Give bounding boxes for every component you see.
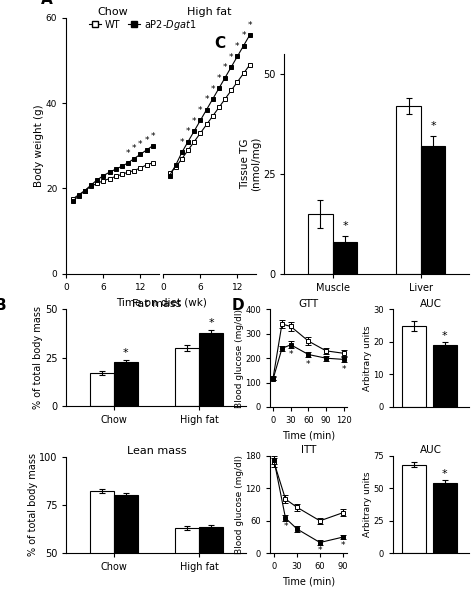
- Bar: [333, 242, 357, 274]
- Y-axis label: Tissue TG
(nmol/mg): Tissue TG (nmol/mg): [240, 136, 262, 191]
- Text: *: *: [229, 53, 234, 62]
- Y-axis label: Arbitrary units: Arbitrary units: [363, 325, 372, 391]
- Text: *: *: [192, 117, 197, 126]
- X-axis label: Time (min): Time (min): [282, 577, 335, 587]
- X-axis label: Time (min): Time (min): [282, 431, 335, 440]
- Text: *: *: [341, 541, 345, 550]
- Text: *: *: [138, 140, 143, 149]
- Text: *: *: [210, 84, 215, 94]
- Bar: [114, 362, 137, 406]
- Text: *: *: [126, 149, 130, 158]
- Text: *: *: [186, 127, 191, 136]
- Y-axis label: Body weight (g): Body weight (g): [35, 105, 45, 187]
- Text: *: *: [180, 138, 184, 147]
- Text: *: *: [342, 365, 346, 374]
- Text: *: *: [241, 32, 246, 40]
- Bar: [432, 483, 457, 553]
- Bar: [396, 105, 421, 274]
- Bar: [175, 348, 199, 406]
- Text: *: *: [247, 21, 252, 30]
- Title: GTT: GTT: [299, 299, 319, 309]
- Text: C: C: [214, 36, 225, 51]
- Bar: [114, 495, 137, 595]
- Text: *: *: [132, 145, 137, 154]
- Text: *: *: [430, 121, 436, 131]
- Y-axis label: % of total body mass: % of total body mass: [27, 453, 37, 556]
- Title: ITT: ITT: [301, 445, 316, 455]
- Text: *: *: [318, 546, 322, 555]
- Bar: [402, 465, 427, 553]
- Legend: WT, aP2-$\it{Dgat1}$: WT, aP2-$\it{Dgat1}$: [85, 14, 200, 36]
- Title: AUC: AUC: [420, 299, 442, 309]
- Text: *: *: [223, 64, 228, 73]
- Text: *: *: [306, 360, 311, 369]
- Bar: [90, 491, 114, 595]
- Text: *: *: [150, 131, 155, 140]
- Y-axis label: Arbitrary units: Arbitrary units: [363, 472, 372, 537]
- Title: AUC: AUC: [420, 445, 442, 455]
- Bar: [199, 527, 223, 595]
- Y-axis label: % of total body mass: % of total body mass: [34, 306, 44, 409]
- Text: *: *: [198, 106, 203, 115]
- Y-axis label: Blood glucose (mg/dl): Blood glucose (mg/dl): [235, 455, 244, 554]
- Bar: [432, 345, 457, 407]
- Text: A: A: [40, 0, 52, 7]
- Text: *: *: [283, 522, 288, 531]
- Y-axis label: Blood glucose (mg/dl): Blood glucose (mg/dl): [235, 309, 244, 408]
- Text: *: *: [123, 348, 128, 358]
- Text: Time on diet (wk): Time on diet (wk): [116, 298, 207, 308]
- Text: *: *: [204, 95, 209, 104]
- Text: *: *: [342, 221, 348, 231]
- Title: High fat: High fat: [187, 7, 232, 17]
- Bar: [308, 214, 333, 274]
- Title: Lean mass: Lean mass: [127, 446, 186, 456]
- Bar: [175, 528, 199, 595]
- Text: *: *: [209, 318, 214, 328]
- Bar: [421, 146, 446, 274]
- Text: *: *: [289, 350, 293, 359]
- Text: *: *: [144, 136, 149, 145]
- Text: *: *: [442, 469, 447, 479]
- Text: *: *: [217, 74, 221, 83]
- Text: *: *: [442, 331, 447, 340]
- Text: D: D: [232, 298, 245, 313]
- Bar: [402, 325, 427, 407]
- Text: B: B: [0, 298, 6, 313]
- Bar: [199, 333, 223, 406]
- Title: Fat mass: Fat mass: [132, 299, 181, 309]
- Text: *: *: [235, 42, 240, 51]
- Bar: [90, 373, 114, 406]
- Title: Chow: Chow: [97, 7, 128, 17]
